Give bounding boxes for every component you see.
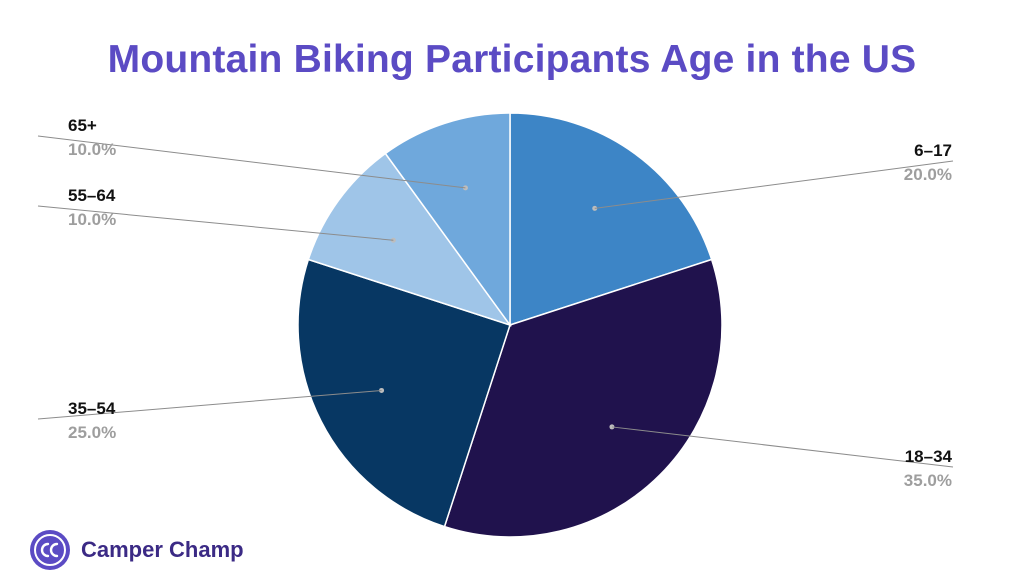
chart-title: Mountain Biking Participants Age in the … xyxy=(107,38,917,81)
slice-label: 65+ xyxy=(68,116,97,135)
pie-slice xyxy=(307,152,512,327)
leader-line xyxy=(37,205,394,241)
leader-line xyxy=(37,135,466,189)
slice-percentage: 35.0% xyxy=(904,471,952,490)
slice-label: 18–34 xyxy=(905,447,953,466)
brand-logo: Camper Champ xyxy=(29,528,244,572)
leader-line xyxy=(611,426,954,468)
pie-slice xyxy=(443,258,723,538)
slice-label: 55–64 xyxy=(68,186,116,205)
pie-slice xyxy=(297,258,511,528)
slice-label: 35–54 xyxy=(68,399,116,418)
leader-line xyxy=(37,389,382,420)
pie-slice xyxy=(384,112,511,328)
slice-percentage: 25.0% xyxy=(68,423,116,442)
slice-percentage: 10.0% xyxy=(68,140,116,159)
slice-percentage: 10.0% xyxy=(68,210,116,229)
slice-label: 6–17 xyxy=(914,141,952,160)
cc-logo-icon xyxy=(29,529,71,571)
slice-percentage: 20.0% xyxy=(904,165,952,184)
brand-name: Camper Champ xyxy=(81,537,244,562)
leader-line xyxy=(594,160,954,209)
pie-slice xyxy=(509,112,713,327)
